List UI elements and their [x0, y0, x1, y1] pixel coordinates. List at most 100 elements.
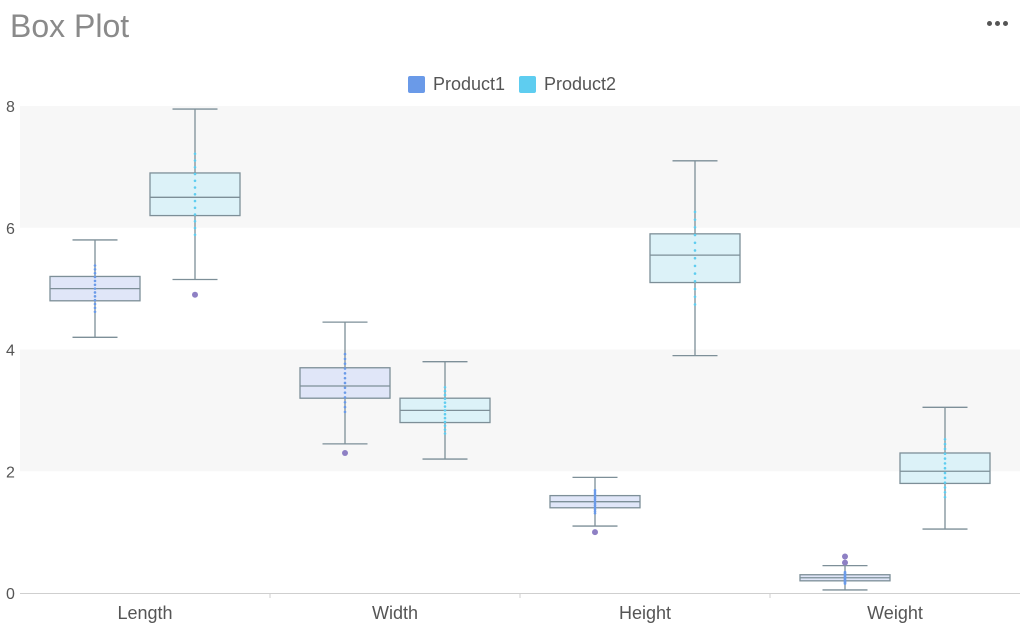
- data-point: [443, 416, 447, 420]
- data-point: [343, 352, 347, 356]
- data-point: [443, 424, 447, 428]
- legend-label-product1: Product1: [432, 74, 505, 94]
- data-point: [193, 199, 197, 203]
- data-point: [693, 256, 697, 260]
- data-point: [593, 506, 597, 509]
- data-point: [943, 442, 947, 446]
- data-point: [943, 471, 947, 475]
- menu-dot: [986, 20, 992, 26]
- data-point: [343, 357, 347, 361]
- data-point: [593, 496, 597, 500]
- data-point: [443, 405, 447, 408]
- y-tick-label: 8: [6, 99, 15, 116]
- data-point: [943, 437, 947, 441]
- data-point: [693, 241, 697, 245]
- y-tick-label: 0: [6, 586, 15, 603]
- data-point: [593, 502, 597, 505]
- data-point: [193, 165, 197, 169]
- data-point: [343, 391, 347, 394]
- data-point: [93, 264, 97, 267]
- data-point: [443, 397, 447, 401]
- data-point: [943, 462, 947, 465]
- data-point: [943, 495, 947, 499]
- data-point: [343, 372, 347, 375]
- data-point: [943, 457, 947, 460]
- legend: Product1 Product2: [0, 74, 1024, 95]
- data-point: [693, 233, 697, 237]
- data-point: [693, 226, 697, 229]
- data-point: [93, 268, 97, 271]
- grid-band: [20, 349, 1020, 472]
- data-point: [343, 405, 347, 409]
- data-point: [693, 272, 697, 275]
- data-point: [193, 233, 197, 237]
- data-point: [443, 401, 447, 404]
- x-tick-label: Weight: [867, 603, 923, 623]
- legend-item-product1[interactable]: Product1: [407, 74, 505, 95]
- data-point: [943, 476, 947, 480]
- data-point: [693, 295, 697, 299]
- data-point: [343, 400, 347, 404]
- data-point: [93, 291, 97, 294]
- data-point: [443, 432, 447, 435]
- menu-dot: [1002, 20, 1008, 26]
- data-point: [943, 481, 947, 484]
- data-point: [593, 494, 597, 498]
- y-tick-label: 4: [6, 343, 15, 360]
- data-point: [343, 362, 347, 366]
- data-point: [443, 420, 447, 424]
- data-point: [93, 302, 97, 306]
- data-point: [193, 226, 197, 230]
- legend-item-product2[interactable]: Product2: [519, 74, 616, 95]
- outlier-point: [592, 529, 598, 536]
- data-point: [343, 410, 347, 414]
- data-point: [193, 192, 197, 196]
- data-point: [93, 279, 97, 283]
- y-tick-label: 2: [6, 464, 15, 481]
- data-point: [343, 396, 347, 399]
- data-point: [443, 412, 447, 416]
- data-point: [93, 275, 97, 279]
- data-point: [593, 492, 597, 496]
- data-point: [593, 498, 597, 502]
- data-point: [193, 152, 197, 156]
- data-point: [593, 510, 597, 513]
- legend-label-product2: Product2: [544, 74, 617, 94]
- data-point: [593, 511, 597, 515]
- more-options-icon[interactable]: [982, 8, 1012, 38]
- data-point: [443, 409, 447, 412]
- y-tick-label: 6: [6, 221, 15, 238]
- data-point: [693, 280, 697, 283]
- data-point: [193, 186, 197, 189]
- data-point: [93, 306, 97, 310]
- outlier-point: [842, 559, 848, 566]
- menu-dot: [994, 20, 1000, 26]
- data-point: [193, 206, 197, 210]
- legend-swatch-product2: [519, 76, 536, 93]
- x-tick-label: Width: [372, 603, 418, 623]
- data-point: [693, 303, 697, 306]
- data-point: [93, 283, 97, 287]
- data-point: [343, 367, 347, 370]
- data-point: [193, 179, 197, 183]
- data-point: [593, 490, 597, 494]
- x-tick-label: Length: [117, 603, 172, 623]
- data-point: [593, 508, 597, 511]
- data-point: [443, 428, 447, 431]
- outlier-point: [842, 553, 848, 560]
- data-point: [943, 466, 947, 470]
- x-tick-label: Height: [619, 603, 671, 623]
- data-point: [693, 218, 697, 221]
- data-point: [193, 213, 197, 216]
- data-point: [93, 271, 97, 275]
- data-point: [93, 310, 97, 314]
- data-point: [593, 500, 597, 503]
- data-point: [443, 385, 447, 389]
- data-point: [343, 386, 347, 390]
- data-point: [343, 381, 347, 385]
- legend-swatch-product1: [407, 76, 425, 93]
- data-point: [443, 393, 447, 397]
- data-point: [943, 491, 947, 494]
- outlier-point: [342, 449, 348, 456]
